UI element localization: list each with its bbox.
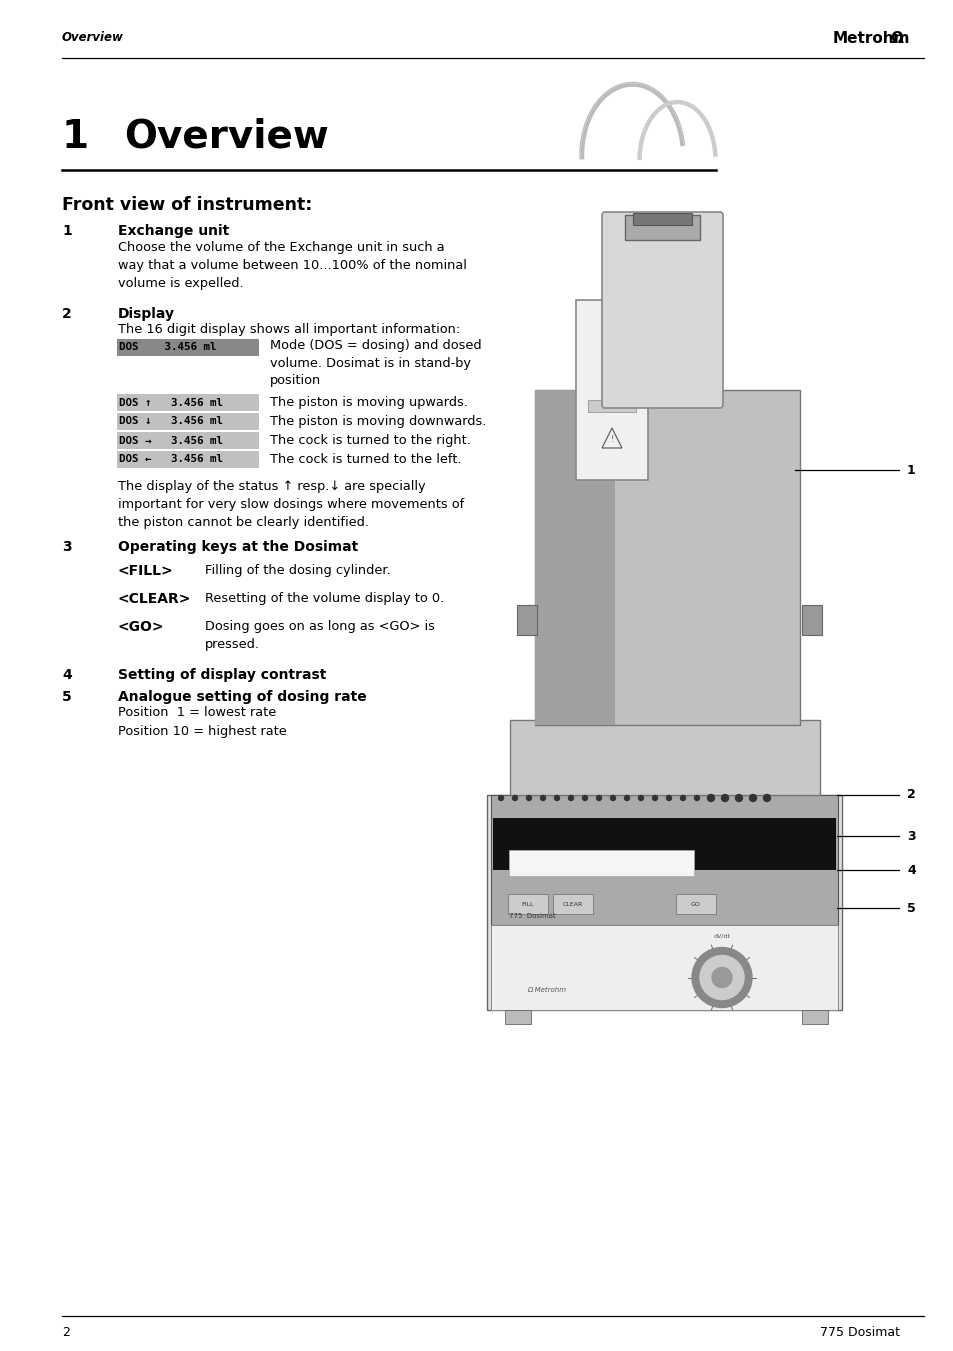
FancyBboxPatch shape [801,1011,827,1024]
Circle shape [498,796,503,801]
Text: GO: GO [690,901,700,907]
Circle shape [610,796,615,801]
Text: 2: 2 [62,307,71,322]
Circle shape [666,796,671,801]
FancyBboxPatch shape [117,432,258,449]
Circle shape [568,796,573,801]
FancyBboxPatch shape [801,605,821,635]
Circle shape [638,796,643,801]
Text: 3: 3 [906,830,915,843]
FancyBboxPatch shape [491,925,837,1011]
Text: !: ! [610,435,613,444]
Text: <CLEAR>: <CLEAR> [118,592,192,607]
Text: Position  1 = lowest rate
Position 10 = highest rate: Position 1 = lowest rate Position 10 = h… [118,707,287,738]
FancyBboxPatch shape [535,390,800,725]
FancyBboxPatch shape [535,390,615,725]
Text: DOS ↓   3.456 ml: DOS ↓ 3.456 ml [119,416,223,427]
Text: DOS ↑   3.456 ml: DOS ↑ 3.456 ml [119,397,223,408]
Circle shape [691,947,751,1008]
Circle shape [540,796,545,801]
Circle shape [582,796,587,801]
Text: 1: 1 [62,224,71,238]
Text: DOS ←   3.456 ml: DOS ← 3.456 ml [119,454,223,465]
Circle shape [512,796,517,801]
Text: The cock is turned to the right.: The cock is turned to the right. [270,434,471,447]
Text: Display: Display [118,307,174,322]
Text: Filling of the dosing cylinder.: Filling of the dosing cylinder. [205,563,390,577]
Text: 5: 5 [62,690,71,704]
Circle shape [596,796,601,801]
FancyBboxPatch shape [507,894,547,915]
Circle shape [762,794,770,801]
FancyBboxPatch shape [517,605,537,635]
FancyBboxPatch shape [509,850,693,875]
Text: 4: 4 [62,667,71,682]
FancyBboxPatch shape [676,894,716,915]
Text: Overview: Overview [62,31,124,45]
Text: 4: 4 [906,863,915,877]
Text: The piston is moving downwards.: The piston is moving downwards. [270,415,486,428]
Text: 775 Dosimat: 775 Dosimat [820,1325,899,1339]
Text: 3: 3 [62,540,71,554]
FancyBboxPatch shape [504,1011,531,1024]
Circle shape [554,796,558,801]
Text: 5: 5 [906,901,915,915]
Circle shape [749,794,756,801]
Text: Front view of instrument:: Front view of instrument: [62,196,312,213]
Text: Ω: Ω [890,31,903,46]
FancyBboxPatch shape [553,894,593,915]
Text: DOS →   3.456 ml: DOS → 3.456 ml [119,435,223,446]
Text: 1: 1 [62,118,89,155]
Text: 1: 1 [906,463,915,477]
Text: Overview: Overview [124,118,329,155]
FancyBboxPatch shape [117,394,258,411]
Text: Operating keys at the Dosimat: Operating keys at the Dosimat [118,540,358,554]
Text: <FILL>: <FILL> [118,563,173,578]
Text: DOS    3.456 ml: DOS 3.456 ml [119,343,216,353]
Circle shape [694,796,699,801]
Circle shape [652,796,657,801]
Text: Analogue setting of dosing rate: Analogue setting of dosing rate [118,690,366,704]
FancyBboxPatch shape [510,720,820,794]
Text: Metrohm: Metrohm [832,31,909,46]
Text: Resetting of the volume display to 0.: Resetting of the volume display to 0. [205,592,444,605]
Circle shape [700,955,743,1000]
FancyBboxPatch shape [117,413,258,430]
FancyBboxPatch shape [117,451,258,467]
Circle shape [711,967,731,988]
FancyBboxPatch shape [587,400,636,412]
Text: Ω Metrohm: Ω Metrohm [526,988,565,993]
FancyBboxPatch shape [486,794,841,1011]
FancyBboxPatch shape [491,794,837,925]
Text: Exchange unit: Exchange unit [118,224,229,238]
Circle shape [707,794,714,801]
FancyBboxPatch shape [624,215,700,240]
Text: The piston is moving upwards.: The piston is moving upwards. [270,396,467,409]
Text: CLEAR: CLEAR [562,901,582,907]
FancyBboxPatch shape [633,213,691,226]
Text: 2: 2 [906,789,915,801]
Text: Mode (DOS = dosing) and dosed
volume. Dosimat is in stand-by
position: Mode (DOS = dosing) and dosed volume. Do… [270,339,481,386]
FancyBboxPatch shape [601,212,722,408]
Text: FILL: FILL [521,901,534,907]
Text: Dosing goes on as long as <GO> is
pressed.: Dosing goes on as long as <GO> is presse… [205,620,435,651]
FancyBboxPatch shape [576,300,647,480]
Circle shape [720,794,728,801]
FancyBboxPatch shape [117,339,258,357]
FancyBboxPatch shape [493,817,835,870]
Circle shape [526,796,531,801]
Text: dV/dt: dV/dt [713,934,730,938]
Text: <GO>: <GO> [118,620,164,634]
Text: The display of the status ↑ resp.↓ are specially
important for very slow dosings: The display of the status ↑ resp.↓ are s… [118,480,464,530]
Circle shape [735,794,741,801]
Text: 775  Dosimat: 775 Dosimat [509,913,556,919]
Text: 2: 2 [62,1325,70,1339]
Text: Setting of display contrast: Setting of display contrast [118,667,326,682]
Text: The cock is turned to the left.: The cock is turned to the left. [270,453,461,466]
Text: The 16 digit display shows all important information:: The 16 digit display shows all important… [118,323,459,336]
Circle shape [624,796,629,801]
Circle shape [679,796,685,801]
Text: Choose the volume of the Exchange unit in such a
way that a volume between 10...: Choose the volume of the Exchange unit i… [118,240,466,290]
